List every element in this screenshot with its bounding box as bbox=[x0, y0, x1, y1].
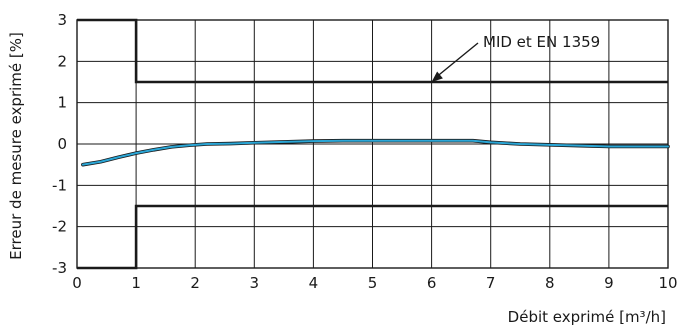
tolerance-limits bbox=[77, 18, 668, 270]
x-tick-label: 3 bbox=[250, 274, 260, 292]
annotation-arrow-line bbox=[437, 42, 479, 77]
y-tick-label: -1 bbox=[52, 176, 67, 194]
x-tick-label: 8 bbox=[545, 274, 555, 292]
x-tick-label: 5 bbox=[368, 274, 378, 292]
x-tick-label: 10 bbox=[658, 274, 677, 292]
y-tick-label: -3 bbox=[52, 259, 67, 277]
x-tick-label: 1 bbox=[131, 274, 141, 292]
y-tick-label: -2 bbox=[52, 218, 67, 236]
y-axis-title: Erreur de mesure exprimé [%] bbox=[7, 32, 25, 260]
y-tick-label: 3 bbox=[57, 11, 67, 29]
x-tick-label: 0 bbox=[72, 274, 82, 292]
tolerance-limit-line bbox=[77, 18, 668, 84]
series-line bbox=[81, 139, 669, 166]
annotation-label: MID et EN 1359 bbox=[483, 33, 600, 51]
x-tick-label: 9 bbox=[604, 274, 614, 292]
tolerance-limit-line bbox=[77, 204, 668, 270]
annotation-arrow-head bbox=[431, 71, 443, 82]
y-tick-label: 0 bbox=[57, 135, 67, 153]
x-axis-title: Débit exprimé [m³/h] bbox=[508, 308, 666, 326]
y-tick-label: 1 bbox=[57, 94, 67, 112]
y-tick-labels: 3 2 1 0 -1 -2 -3 bbox=[52, 11, 67, 277]
plot-frame bbox=[76, 19, 669, 269]
y-tick-label: 2 bbox=[57, 52, 67, 70]
x-tick-label: 4 bbox=[309, 274, 319, 292]
x-tick-labels: 0 1 2 3 4 5 6 7 8 9 10 bbox=[72, 274, 677, 292]
x-tick-label: 2 bbox=[190, 274, 200, 292]
x-tick-label: 6 bbox=[427, 274, 437, 292]
x-tick-label: 7 bbox=[486, 274, 496, 292]
series-group bbox=[81, 138, 670, 167]
annotations: MID et EN 1359 bbox=[431, 33, 600, 82]
